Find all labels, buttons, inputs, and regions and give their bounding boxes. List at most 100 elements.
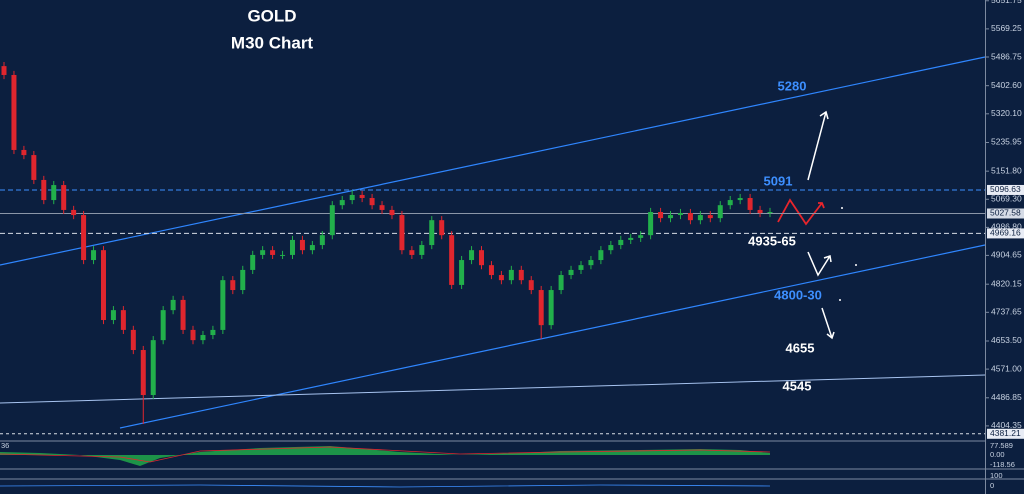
y-tick-label: 4820.15 xyxy=(991,278,1022,288)
candle-body xyxy=(727,200,733,206)
candle-body xyxy=(668,215,674,219)
candle-body xyxy=(71,209,77,216)
candle-body xyxy=(51,185,57,201)
candle-body xyxy=(220,280,226,330)
candle-body xyxy=(339,200,345,206)
y-tick-label: 5569.25 xyxy=(991,23,1022,33)
candle-body xyxy=(588,260,594,266)
candle-body xyxy=(369,198,375,206)
plot-area xyxy=(0,56,986,429)
price-label: 5096.63 xyxy=(990,184,1021,194)
indicator-label: 100 xyxy=(990,471,1003,480)
candle-body xyxy=(81,215,87,261)
candle-body xyxy=(747,198,753,210)
candle-body xyxy=(110,310,116,321)
candle-body xyxy=(170,299,176,311)
indicator-label: 77.589 xyxy=(990,441,1013,450)
y-tick-label: 4486.85 xyxy=(991,392,1022,402)
candle-body xyxy=(11,74,17,150)
y-tick-label: 5486.75 xyxy=(991,51,1022,61)
arrow-up xyxy=(807,110,829,181)
candle-body xyxy=(757,209,763,214)
candle-body xyxy=(687,213,693,221)
candle-body xyxy=(488,265,494,276)
candle-body xyxy=(598,250,604,261)
candle-body xyxy=(240,269,246,291)
annotation: 4935-65 xyxy=(748,233,796,248)
candle-body xyxy=(558,275,564,291)
candle-body xyxy=(439,220,445,236)
candle-body xyxy=(329,205,335,236)
candle-body xyxy=(409,250,415,255)
y-tick-label: 4986.80 xyxy=(991,222,1022,232)
y-tick-label: 5402.60 xyxy=(991,80,1022,90)
price-label-box xyxy=(987,184,1024,195)
dots xyxy=(839,207,857,301)
support-line xyxy=(0,374,986,404)
annotation: 4545 xyxy=(783,378,812,393)
candle-body xyxy=(638,235,644,238)
dot xyxy=(841,207,843,209)
candle-body xyxy=(518,269,524,281)
y-tick-label: 5651.75 xyxy=(991,0,1022,5)
indicator-label: 36 xyxy=(1,441,9,450)
y-tick-label: 5069.30 xyxy=(991,194,1022,204)
chart-title: GOLD xyxy=(247,6,296,25)
candle-body xyxy=(61,185,67,210)
annotation: 4655 xyxy=(786,340,815,355)
indicator-label: -118.56 xyxy=(990,460,1015,469)
candle-body xyxy=(608,245,614,251)
candle-body xyxy=(180,299,186,330)
candle-body xyxy=(508,269,514,281)
arrow-bounce xyxy=(807,251,832,277)
arrow-down xyxy=(821,307,835,340)
candle-body xyxy=(568,269,574,276)
dot xyxy=(855,264,857,266)
candle-body xyxy=(737,198,743,201)
candle-body xyxy=(280,254,286,256)
candle-body xyxy=(349,194,355,201)
candle-body xyxy=(120,310,126,330)
indicator-label: 0.00 xyxy=(990,450,1005,459)
candle-body xyxy=(100,250,106,321)
indicator-panel: 36 77.589 0.00 -118.56 100 0 xyxy=(0,440,1024,490)
candle-body xyxy=(648,211,654,236)
candle-body xyxy=(260,250,266,255)
candle-body xyxy=(697,215,703,221)
candle-body xyxy=(270,250,276,255)
y-tick-label: 5151.80 xyxy=(991,165,1022,175)
annotation: 5091 xyxy=(764,173,793,188)
candle-body xyxy=(319,235,325,246)
indicator-signal xyxy=(0,446,771,463)
indicator-label: 0 xyxy=(990,481,994,490)
candle-body xyxy=(230,280,236,291)
y-tick-label: 4571.00 xyxy=(991,363,1022,373)
chart-subtitle: M30 Chart xyxy=(231,33,314,52)
candle-body xyxy=(419,245,425,255)
channel-upper xyxy=(0,56,986,266)
candle-body xyxy=(479,250,485,266)
y-tick-label: 5320.10 xyxy=(991,108,1022,118)
candle-body xyxy=(289,239,295,255)
y-tick-label: 4653.50 xyxy=(991,335,1022,345)
candle-body xyxy=(538,290,544,326)
candle-body xyxy=(130,329,136,351)
candle-body xyxy=(459,260,465,285)
candle-body xyxy=(190,329,196,341)
candle-body xyxy=(210,329,216,336)
y-tick-label: 5235.95 xyxy=(991,137,1022,147)
candle-body xyxy=(628,237,634,240)
candle-body xyxy=(707,215,713,219)
candle-body xyxy=(250,254,256,270)
candle-body xyxy=(399,215,405,251)
candle-body xyxy=(31,155,37,180)
candle-body xyxy=(309,245,315,251)
candle-body xyxy=(359,194,365,199)
price-label: 4381.21 xyxy=(990,428,1021,438)
candle-body xyxy=(91,250,97,261)
dot xyxy=(839,299,841,301)
candle-body xyxy=(528,280,534,291)
annotation: 4800-30 xyxy=(774,287,822,302)
candle-body xyxy=(449,235,455,285)
